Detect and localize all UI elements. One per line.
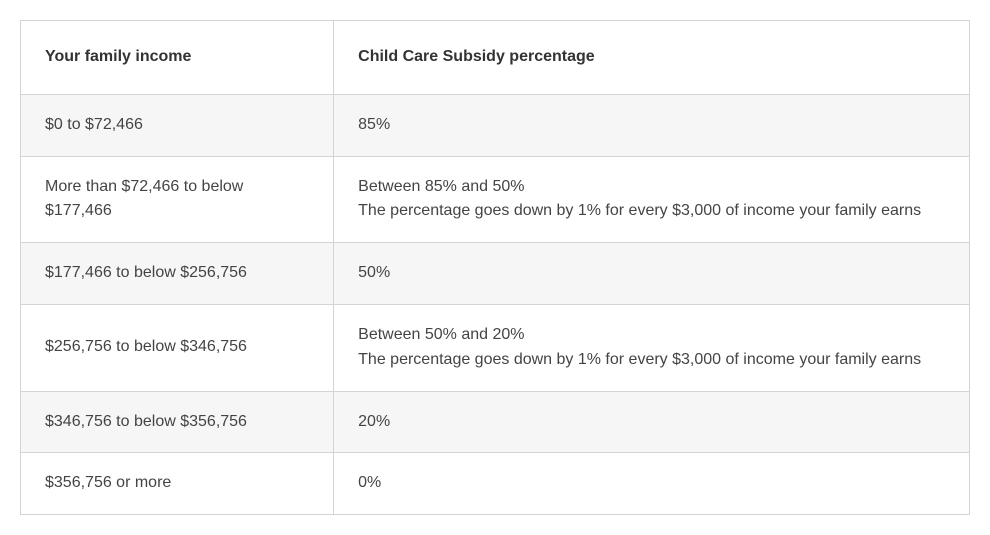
table-row: $256,756 to below $346,756 Between 50% a… — [21, 304, 970, 391]
cell-income: $346,756 to below $356,756 — [21, 391, 334, 453]
subsidy-table: Your family income Child Care Subsidy pe… — [20, 20, 970, 515]
cell-subsidy: 20% — [334, 391, 970, 453]
cell-income: $256,756 to below $346,756 — [21, 304, 334, 391]
cell-income: More than $72,466 to below $177,466 — [21, 156, 334, 243]
table-header-subsidy: Child Care Subsidy percentage — [334, 21, 970, 95]
table-row: $0 to $72,466 85% — [21, 94, 970, 156]
table-row: $356,756 or more 0% — [21, 453, 970, 515]
cell-income: $0 to $72,466 — [21, 94, 334, 156]
table-header-row: Your family income Child Care Subsidy pe… — [21, 21, 970, 95]
cell-subsidy: Between 85% and 50%The percentage goes d… — [334, 156, 970, 243]
cell-income: $356,756 or more — [21, 453, 334, 515]
table-body: $0 to $72,466 85% More than $72,466 to b… — [21, 94, 970, 514]
cell-subsidy: Between 50% and 20%The percentage goes d… — [334, 304, 970, 391]
table-row: $177,466 to below $256,756 50% — [21, 243, 970, 305]
cell-subsidy: 0% — [334, 453, 970, 515]
subsidy-table-container: Your family income Child Care Subsidy pe… — [20, 20, 970, 515]
table-header-income: Your family income — [21, 21, 334, 95]
table-header: Your family income Child Care Subsidy pe… — [21, 21, 970, 95]
cell-subsidy: 85% — [334, 94, 970, 156]
table-row: $346,756 to below $356,756 20% — [21, 391, 970, 453]
cell-income: $177,466 to below $256,756 — [21, 243, 334, 305]
table-row: More than $72,466 to below $177,466 Betw… — [21, 156, 970, 243]
cell-subsidy: 50% — [334, 243, 970, 305]
